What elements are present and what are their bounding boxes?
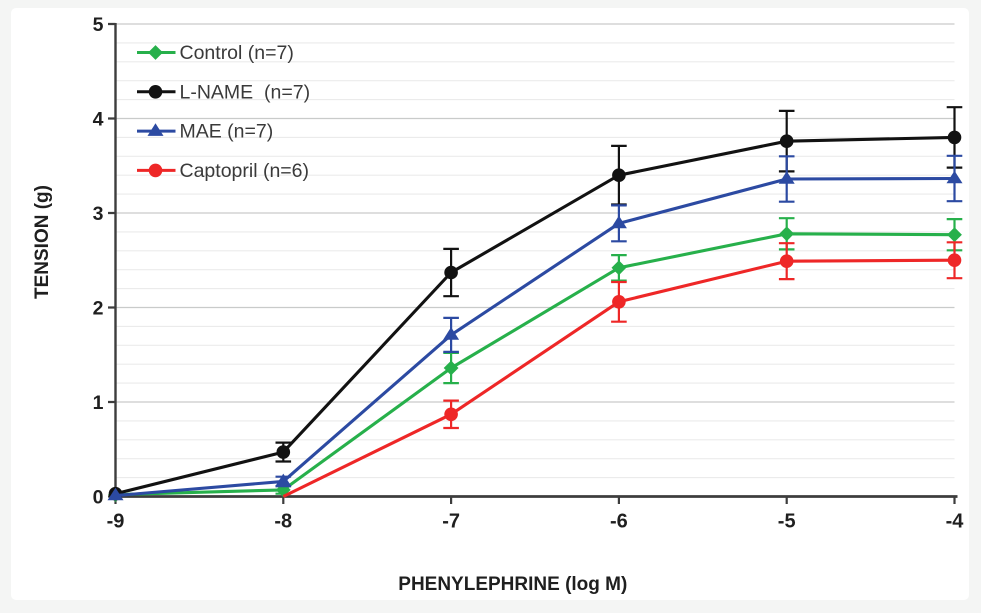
svg-text:1: 1	[93, 392, 104, 414]
svg-text:-8: -8	[274, 511, 292, 533]
svg-text:PHENYLEPHRINE (log M): PHENYLEPHRINE (log M)	[398, 574, 627, 595]
svg-text:-6: -6	[610, 511, 628, 533]
svg-text:4: 4	[93, 108, 104, 130]
svg-text:-9: -9	[107, 511, 125, 533]
svg-text:5: 5	[93, 14, 104, 36]
svg-text:Control (n=7): Control (n=7)	[180, 42, 294, 64]
svg-text:Captopril (n=6): Captopril (n=6)	[180, 160, 310, 182]
svg-text:-7: -7	[442, 511, 460, 533]
svg-text:MAE (n=7): MAE (n=7)	[180, 121, 274, 143]
svg-text:-4: -4	[946, 511, 965, 533]
svg-text:0: 0	[93, 486, 104, 508]
svg-text:3: 3	[93, 203, 104, 225]
svg-text:TENSION (g): TENSION (g)	[32, 185, 53, 299]
svg-text:-5: -5	[778, 511, 796, 533]
svg-text:L-NAME (n=7): L-NAME (n=7)	[180, 81, 311, 103]
svg-text:2: 2	[93, 297, 104, 319]
